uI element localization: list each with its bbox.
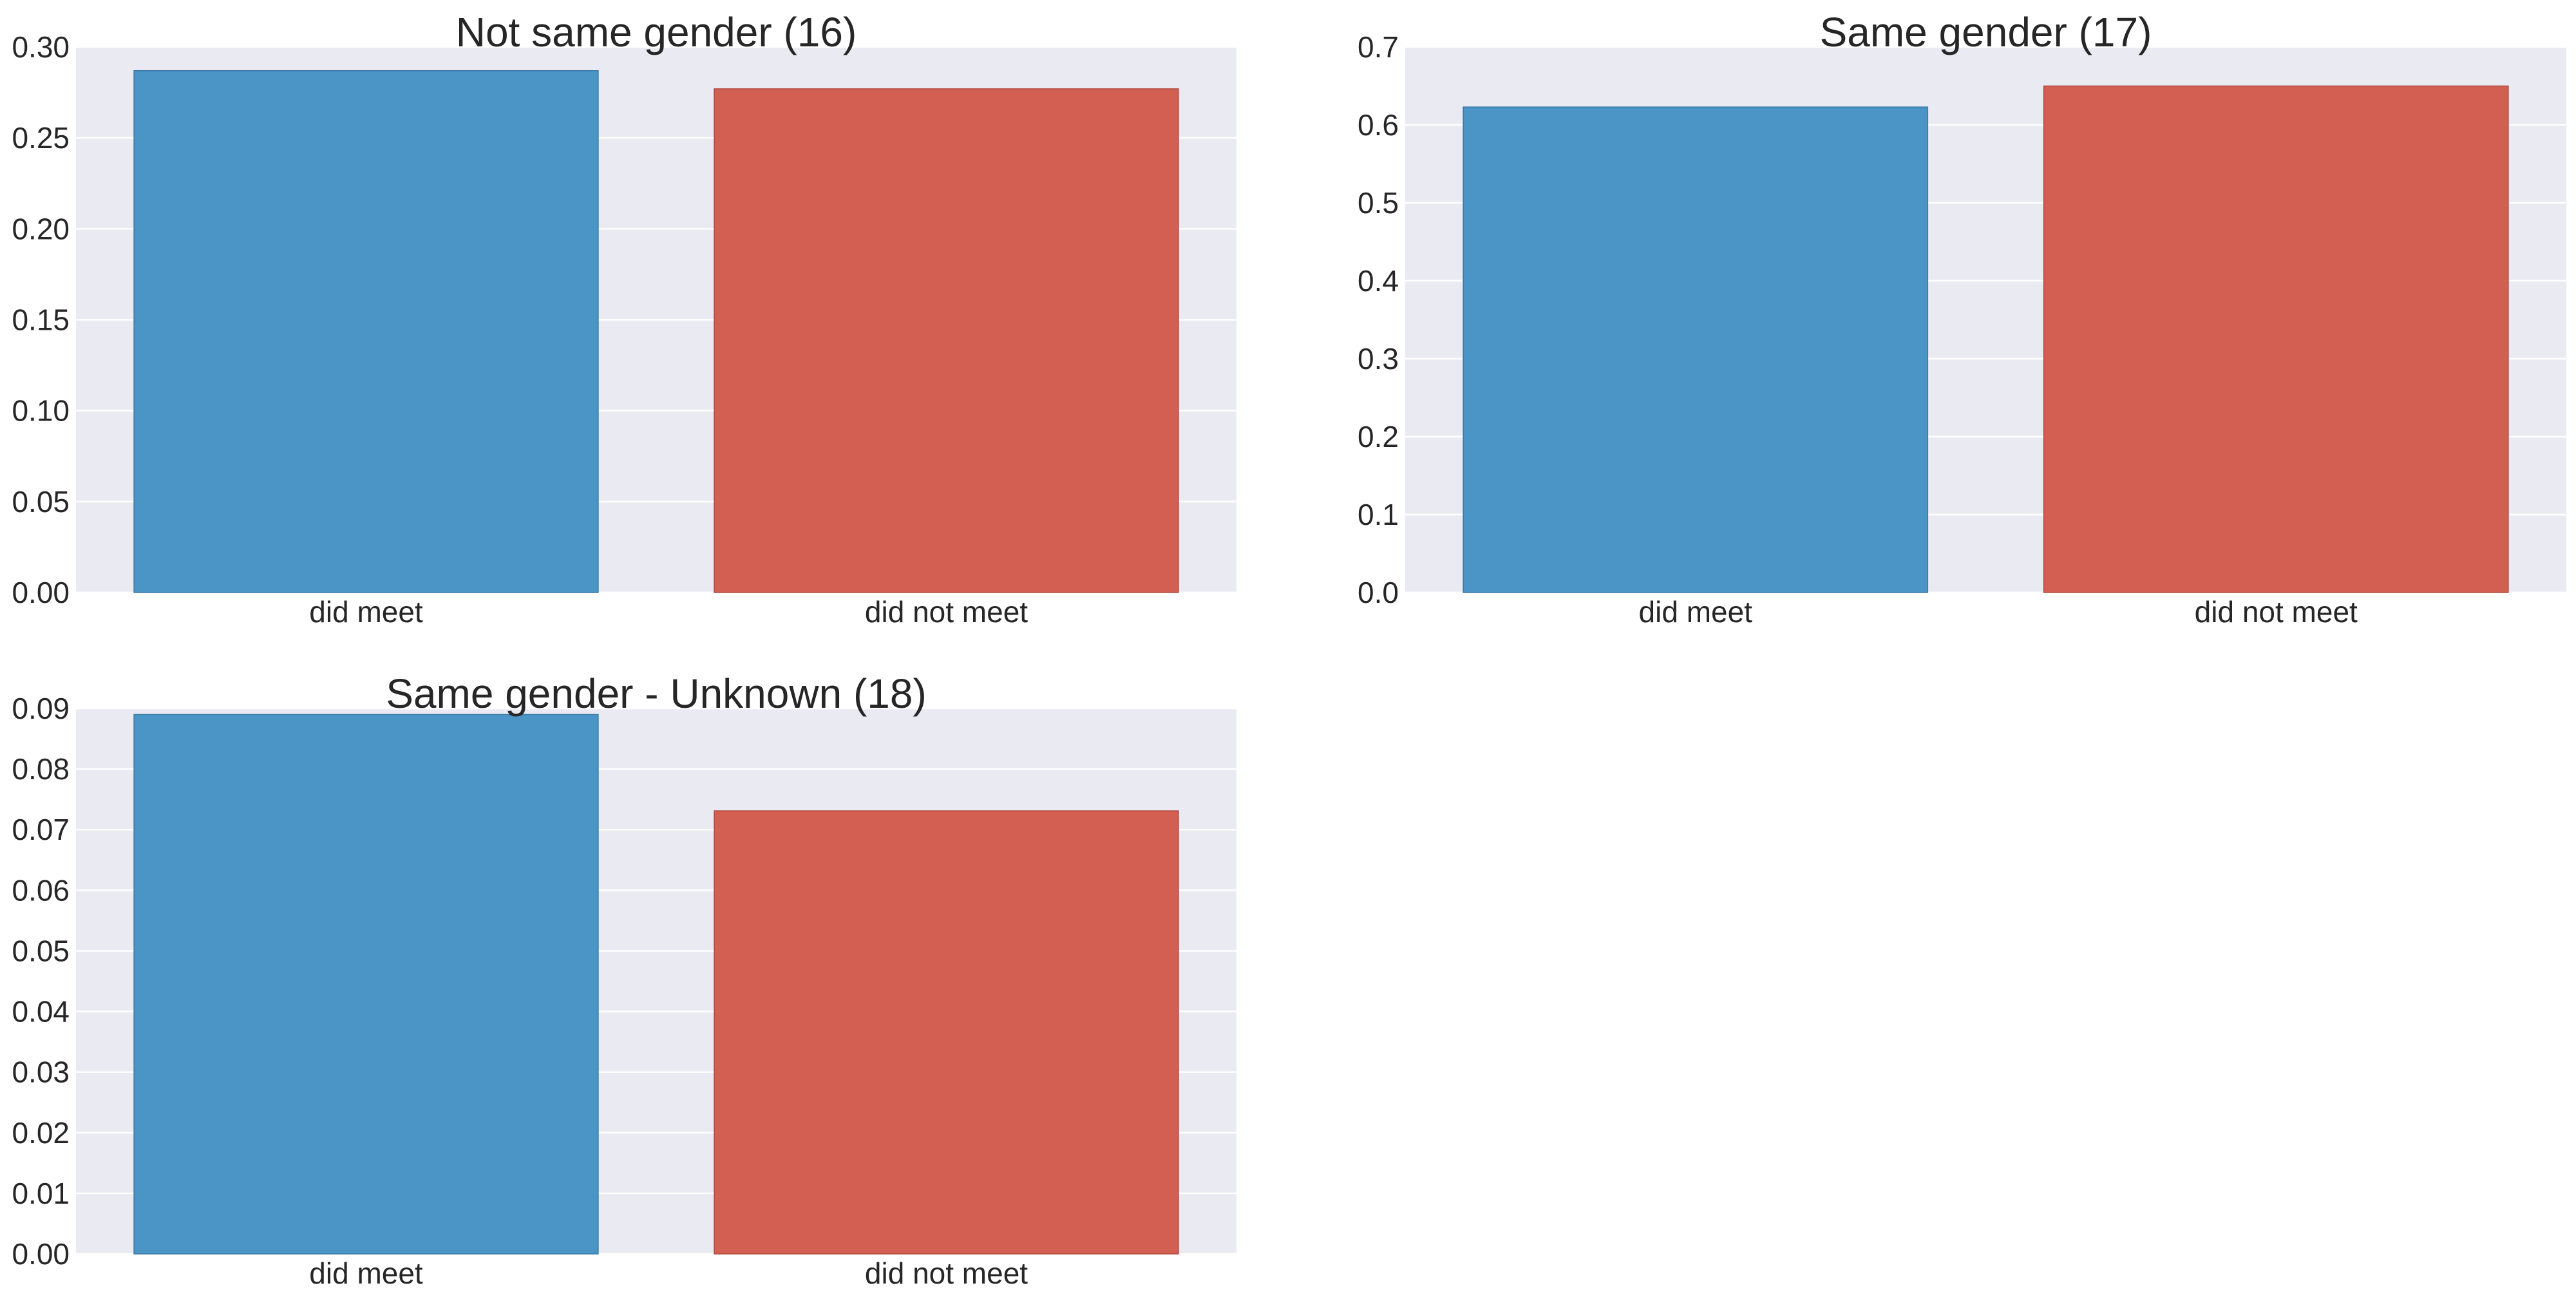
y-tick-label: 0.05 (12, 485, 70, 518)
y-tick-label: 0.09 (12, 692, 70, 725)
y-tick-label: 0.25 (12, 121, 70, 155)
y-tick-label: 0.07 (12, 813, 70, 846)
bar-did-meet (133, 70, 599, 593)
y-tick-label: 0.10 (12, 394, 70, 428)
x-tick-label: did not meet (2195, 595, 2358, 629)
y-tick-label: 0.1 (1358, 498, 1399, 531)
y-tick-label: 0.20 (12, 212, 70, 245)
y-tick-label: 0.6 (1358, 108, 1399, 142)
chart-title: Not same gender (16) (456, 9, 857, 55)
y-tick-label: 0.00 (12, 1237, 70, 1271)
y-tick-label: 0.30 (12, 30, 70, 64)
bar-did-meet (133, 714, 599, 1255)
y-tick-label: 0.04 (12, 995, 70, 1029)
x-tick-label: did not meet (865, 595, 1028, 629)
x-tick-label: did meet (1639, 595, 1753, 629)
bar-did-meet (1463, 106, 1929, 593)
y-tick-label: 0.05 (12, 934, 70, 967)
chart-panel-1: 0.0 0.1 0.2 0.3 0.4 0.5 0.6 0.7 did meet did not … (1358, 9, 2566, 629)
x-tick-label: did not meet (865, 1256, 1028, 1290)
chart-panel-2: 0.00 0.01 0.02 0.03 0.04 0.05 0.06 0.07 0.08 0.09… (12, 670, 1236, 1290)
x-tick-label: did meet (309, 1256, 423, 1290)
chart-title: Same gender - Unknown (18) (386, 670, 927, 717)
y-tick-label: 0.06 (12, 873, 70, 907)
bar-did-not-meet (714, 88, 1179, 593)
y-tick-label: 0.2 (1358, 420, 1399, 453)
y-tick-label: 0.7 (1358, 30, 1399, 64)
bar-did-not-meet (714, 810, 1179, 1255)
y-tick-label: 0.3 (1358, 342, 1399, 375)
chart-panel-0: 0.00 0.05 0.10 0.15 0.20 0.25 0.30 did meet did … (12, 9, 1236, 629)
y-tick-label: 0.15 (12, 303, 70, 337)
y-tick-label: 0.02 (12, 1116, 70, 1150)
y-tick-label: 0.03 (12, 1056, 70, 1089)
chart-title: Same gender (17) (1820, 9, 2152, 55)
y-tick-label: 0.01 (12, 1177, 70, 1210)
y-tick-label: 0.0 (1358, 576, 1399, 609)
x-tick-label: did meet (309, 595, 423, 629)
y-tick-label: 0.00 (12, 576, 70, 609)
y-tick-label: 0.08 (12, 752, 70, 786)
y-tick-label: 0.4 (1358, 264, 1399, 298)
bar-did-not-meet (2043, 85, 2509, 593)
y-tick-label: 0.5 (1358, 186, 1399, 220)
